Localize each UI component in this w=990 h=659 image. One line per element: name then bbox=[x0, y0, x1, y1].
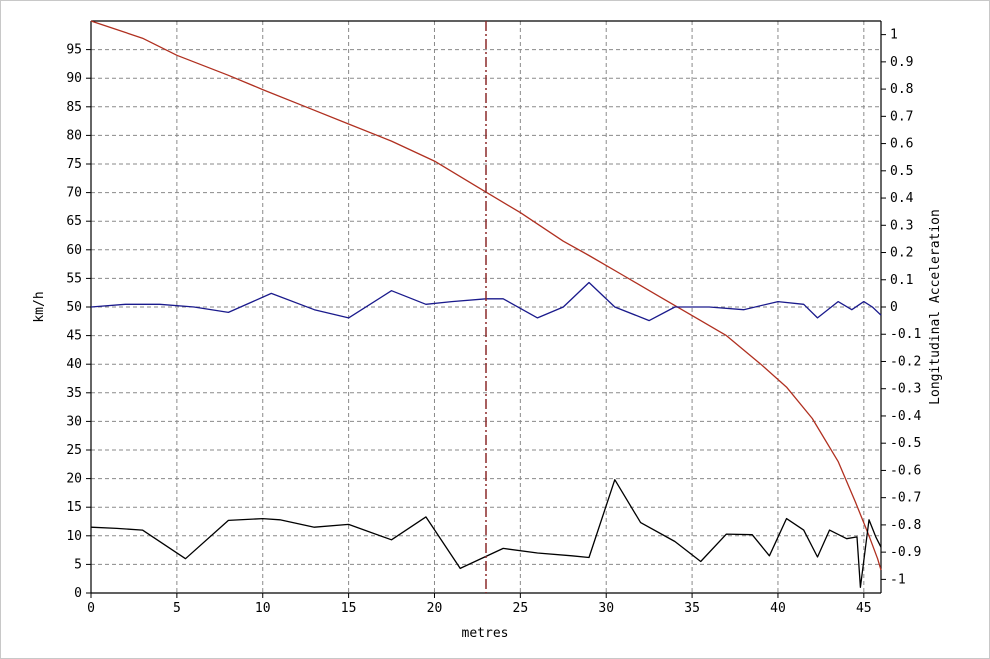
x-tick-label: 35 bbox=[684, 601, 700, 616]
y2-tick-label: -0.9 bbox=[890, 545, 921, 560]
y-tick-label: 60 bbox=[66, 243, 82, 258]
x-axis-title: metres bbox=[462, 626, 509, 641]
y2-tick-label: 0.4 bbox=[890, 191, 914, 206]
y2-tick-label: 1 bbox=[890, 28, 898, 43]
y-tick-label: 15 bbox=[66, 500, 82, 515]
y-axis-title: km/h bbox=[32, 291, 47, 322]
y-tick-label: 20 bbox=[66, 472, 82, 487]
y2-tick-label: 0.9 bbox=[890, 55, 913, 70]
y-tick-label: 0 bbox=[74, 586, 82, 601]
y2-tick-label: -0.3 bbox=[890, 382, 921, 397]
y2-tick-label: 0.3 bbox=[890, 218, 913, 233]
y2-tick-label: 0.7 bbox=[890, 109, 913, 124]
y-tick-label: 85 bbox=[66, 100, 82, 115]
y2-axis-title: Longitudinal Acceleration bbox=[928, 209, 943, 405]
y-tick-label: 40 bbox=[66, 357, 82, 372]
x-tick-label: 40 bbox=[770, 601, 786, 616]
y-tick-label: 30 bbox=[66, 414, 82, 429]
y-tick-label: 10 bbox=[66, 529, 82, 544]
series-line-3 bbox=[90, 479, 882, 588]
x-tick-label: 0 bbox=[87, 601, 95, 616]
y2-tick-label: -0.7 bbox=[890, 491, 921, 506]
y-tick-label: 80 bbox=[66, 128, 82, 143]
series-line-2 bbox=[90, 281, 882, 322]
y-tick-label: 90 bbox=[66, 71, 82, 86]
y2-tick-label: 0 bbox=[890, 300, 898, 315]
x-tick-label: 25 bbox=[513, 601, 529, 616]
y-tick-label: 45 bbox=[66, 329, 82, 344]
y2-tick-label: -1 bbox=[890, 572, 906, 587]
x-tick-label: 20 bbox=[427, 601, 443, 616]
y2-tick-label: -0.5 bbox=[890, 436, 921, 451]
x-tick-label: 10 bbox=[255, 601, 271, 616]
y2-tick-label: -0.2 bbox=[890, 354, 921, 369]
y-tick-label: 65 bbox=[66, 214, 82, 229]
y-tick-label: 95 bbox=[66, 43, 82, 58]
y2-tick-label: 0.8 bbox=[890, 82, 913, 97]
axes: 0 5 10 15 20 25 30 35 40 450510152025303540455055… bbox=[66, 20, 921, 616]
y2-tick-label: -0.6 bbox=[890, 463, 921, 478]
y2-tick-label: 0.6 bbox=[890, 137, 913, 152]
y2-tick-label: 0.5 bbox=[890, 164, 913, 179]
y-tick-label: 5 bbox=[74, 557, 82, 572]
x-tick-label: 15 bbox=[341, 601, 357, 616]
x-tick-label: 30 bbox=[598, 601, 614, 616]
y-tick-label: 70 bbox=[66, 186, 82, 201]
y-tick-label: 25 bbox=[66, 443, 82, 458]
y2-tick-label: -0.8 bbox=[890, 518, 921, 533]
x-tick-label: 45 bbox=[856, 601, 872, 616]
y-tick-label: 55 bbox=[66, 271, 82, 286]
y2-tick-label: 0.1 bbox=[890, 273, 913, 288]
y2-tick-label: -0.4 bbox=[890, 409, 921, 424]
y-tick-label: 75 bbox=[66, 157, 82, 172]
series-group bbox=[90, 20, 882, 593]
y-tick-label: 50 bbox=[66, 300, 82, 315]
y2-tick-label: -0.1 bbox=[890, 327, 921, 342]
y-tick-label: 35 bbox=[66, 386, 82, 401]
y2-tick-label: 0.2 bbox=[890, 246, 913, 261]
series-line-1 bbox=[90, 20, 882, 571]
x-tick-label: 5 bbox=[173, 601, 181, 616]
